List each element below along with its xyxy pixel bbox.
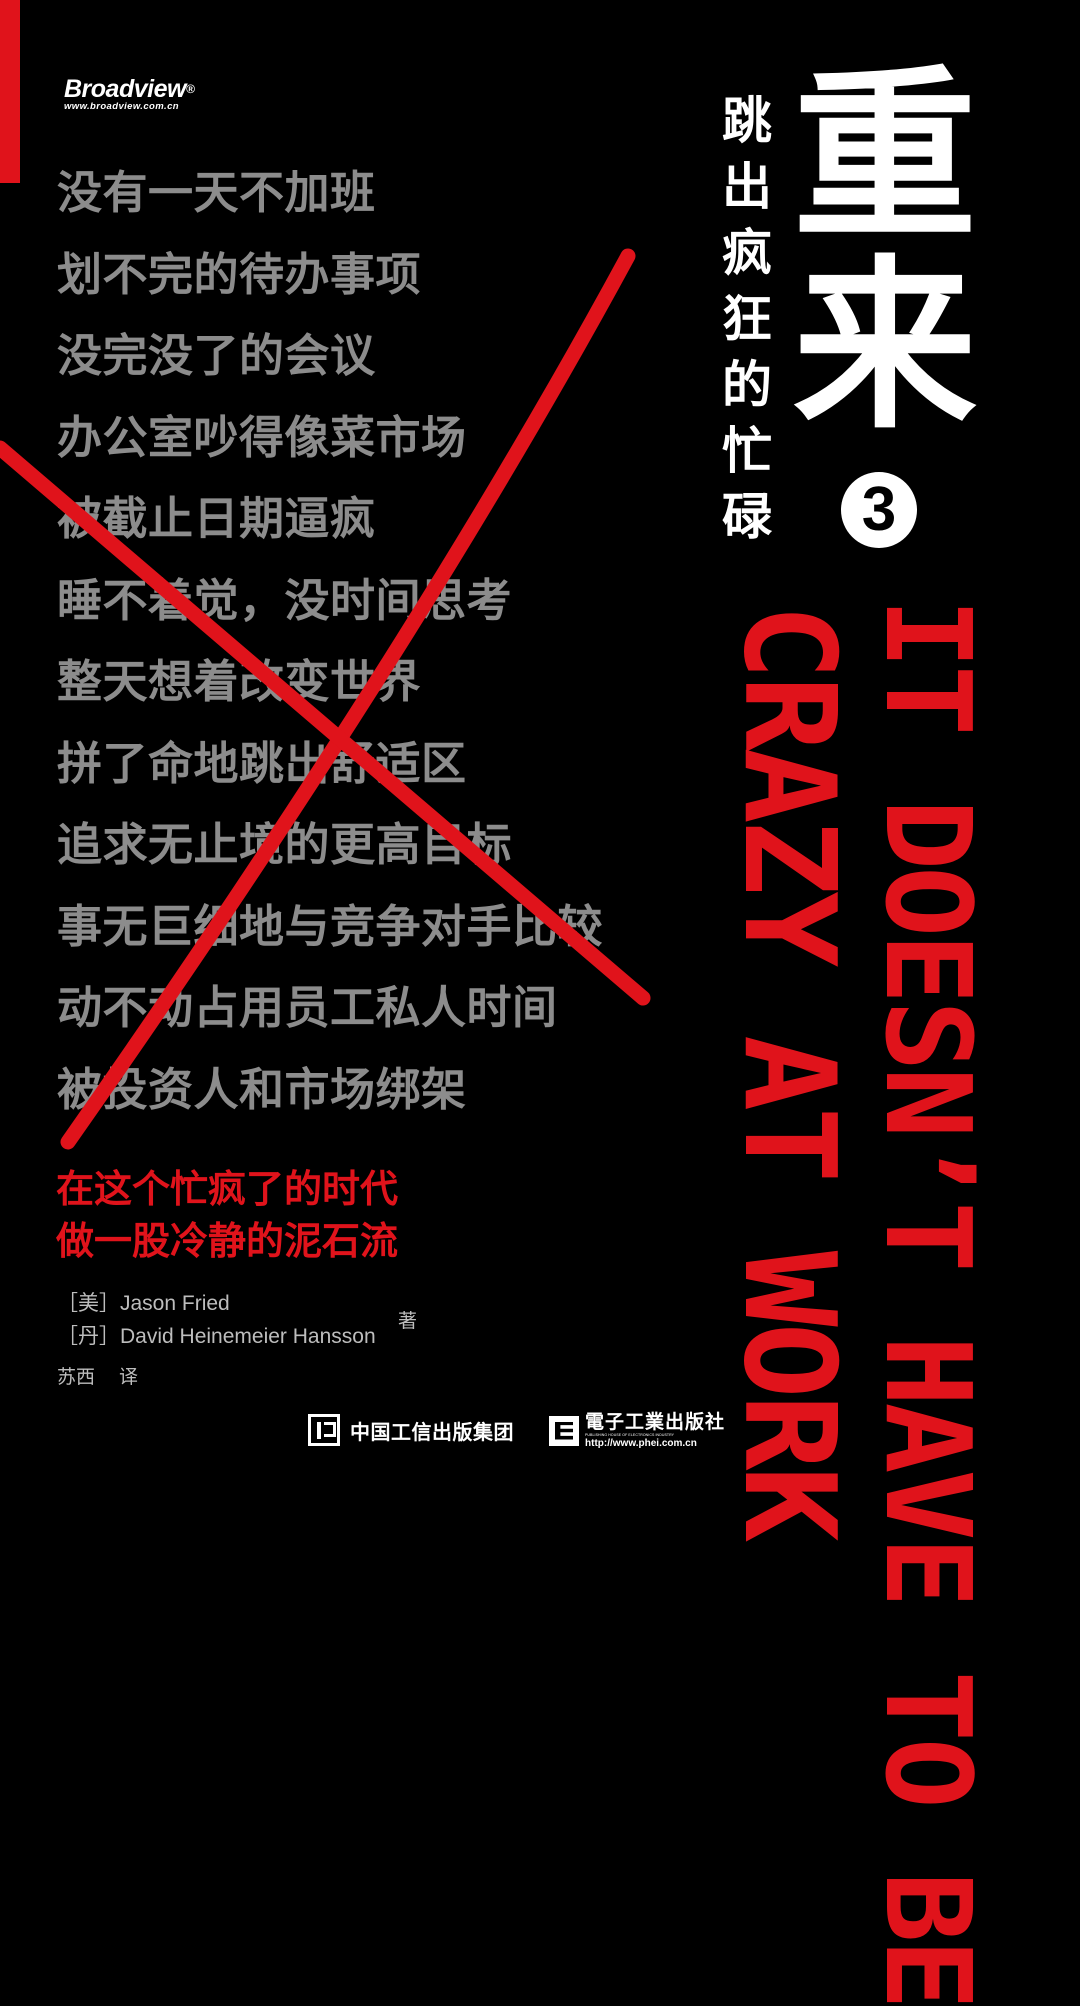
title-char: 来 xyxy=(792,240,977,454)
translator-role: 译 xyxy=(119,1366,139,1388)
complaint-line: 办公室吵得像菜市场 xyxy=(57,410,467,464)
subtitle-char: 的 xyxy=(722,356,772,414)
publisher-house-url: http://www.phei.com.cn xyxy=(585,1438,697,1449)
author-entry: ［美］Jason Fried xyxy=(57,1287,376,1320)
tagline-line: 在这个忙疯了的时代 xyxy=(56,1167,399,1211)
publisher-house-logo-icon xyxy=(549,1415,579,1446)
tagline: 在这个忙疯了的时代 做一股冷静的泥石流 xyxy=(56,1163,398,1267)
book-subtitle: 跳 出 疯 狂 的 忙 碌 xyxy=(716,88,778,550)
brand-url: www.broadview.com.cn xyxy=(64,101,179,112)
complaint-line: 没有一天不加班 xyxy=(57,166,376,219)
red-cross-mark xyxy=(0,248,651,1150)
author-nationality: ［美］ xyxy=(57,1292,120,1315)
complaint-line: 划不完的待办事项 xyxy=(57,247,422,301)
publisher-group-logo-icon xyxy=(308,1414,340,1446)
title-char: 重 xyxy=(792,50,977,264)
author-list: ［美］Jason Fried ［丹］David Heinemeier Hanss… xyxy=(57,1287,376,1353)
translator-name: 苏西 xyxy=(57,1366,96,1388)
volume-number-badge: 3 xyxy=(841,472,917,548)
cross-stroke-1 xyxy=(60,248,636,1150)
author-name: David Heinemeier Hansson xyxy=(120,1325,376,1348)
english-title-line1: IT DOESN’T HAVE TO BE xyxy=(859,598,997,2006)
tagline-line: 做一股冷静的泥石流 xyxy=(56,1219,399,1263)
publisher-house-english: PUBLISHING HOUSE OF ELECTRONICS INDUSTRY xyxy=(585,1433,675,1437)
translator-credit: 苏西 译 xyxy=(57,1362,138,1389)
brand-registered-mark: ® xyxy=(185,82,195,96)
subtitle-char: 疯 xyxy=(722,224,772,282)
subtitle-char: 碌 xyxy=(722,488,772,546)
complaint-line: 没完没了的会议 xyxy=(57,329,376,382)
subtitle-char: 忙 xyxy=(722,422,772,480)
subtitle-char: 跳 xyxy=(722,92,772,150)
publisher-group: 中国工信出版集团 xyxy=(308,1414,514,1446)
author-name: Jason Fried xyxy=(120,1292,230,1315)
publisher-group-name: 中国工信出版集团 xyxy=(350,1419,514,1444)
english-title-line2: CRAZY AT WORK xyxy=(716,604,863,1539)
author-entry: ［丹］David Heinemeier Hansson xyxy=(57,1320,376,1353)
red-accent-bar xyxy=(0,0,20,183)
author-role-label: 著 xyxy=(398,1310,418,1332)
author-nationality: ［丹］ xyxy=(57,1325,120,1348)
broadview-logo: Broadview® www.broadview.com.cn xyxy=(64,75,195,112)
complaint-line: 事无巨细地与竞争对手比较 xyxy=(57,899,604,953)
brand-name: Broadview xyxy=(64,75,186,103)
subtitle-char: 狂 xyxy=(722,290,772,348)
book-title: 重 来 xyxy=(790,62,980,442)
cross-stroke-2 xyxy=(0,440,651,1006)
publisher-house-name: 電子工業出版社 xyxy=(585,1411,726,1433)
publisher-house: 電子工業出版社 PUBLISHING HOUSE OF ELECTRONICS … xyxy=(549,1412,725,1449)
subtitle-char: 出 xyxy=(722,158,772,216)
